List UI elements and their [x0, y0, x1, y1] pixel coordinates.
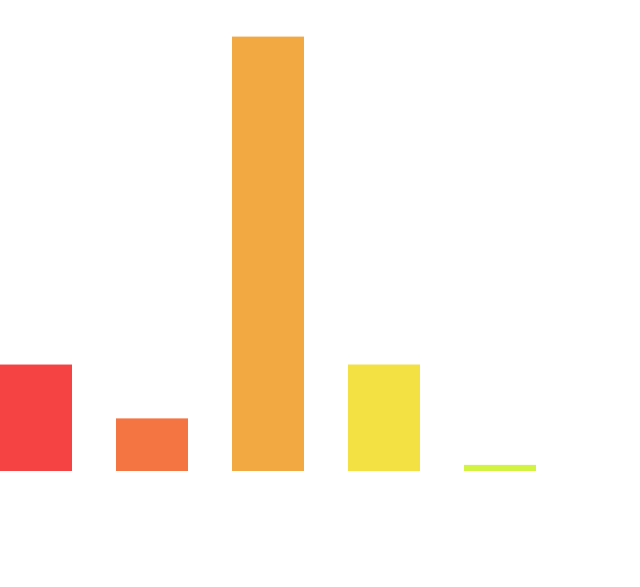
bar-3 — [232, 36, 304, 472]
bar-2 — [116, 418, 188, 471]
bar-5 — [464, 464, 536, 471]
bar-4 — [348, 364, 420, 471]
bar-1 — [0, 364, 72, 471]
bars-group — [0, 36, 536, 472]
